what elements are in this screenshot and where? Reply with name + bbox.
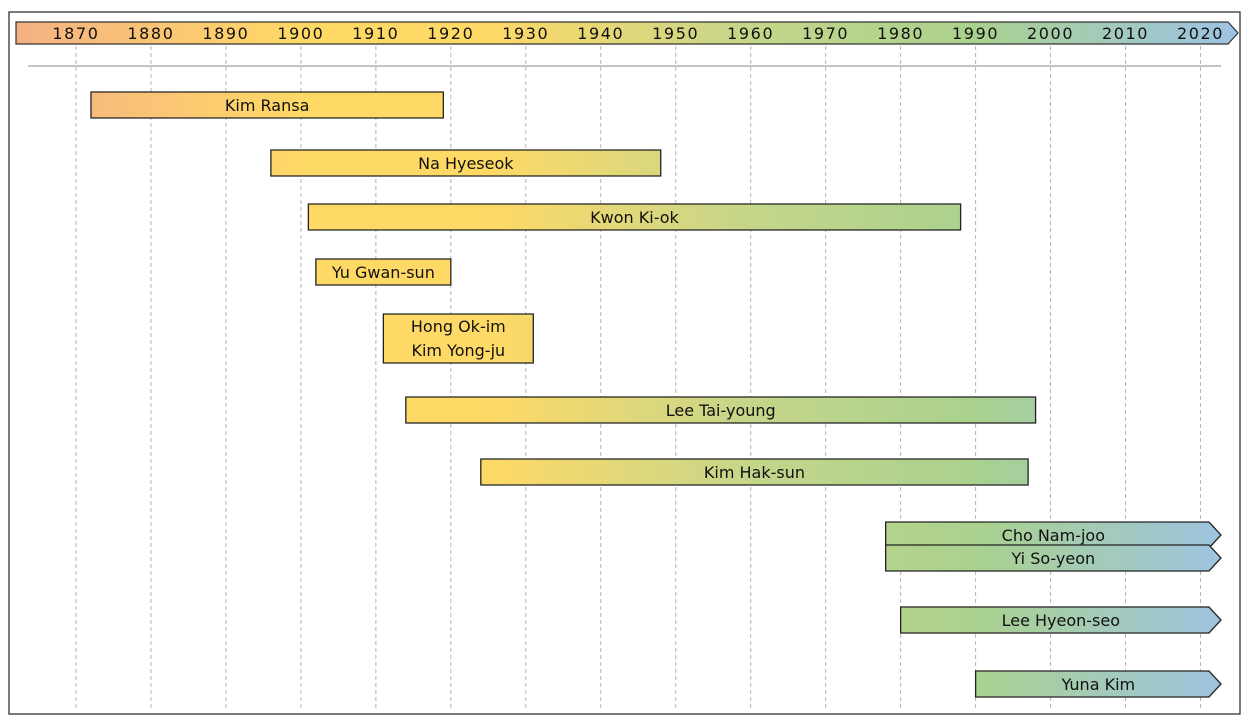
year-tick-label: 1970 [802,24,849,43]
bar-label: Kim Yong-ju [411,341,505,360]
year-tick-label: 2020 [1177,24,1224,43]
year-tick-label: 1990 [952,24,999,43]
bar-label: Yi So-yeon [1010,549,1095,568]
bar-label: Cho Nam-joo [1002,526,1105,545]
year-tick-label: 1960 [727,24,774,43]
year-tick-label: 1980 [877,24,924,43]
bar-label: Kim Ransa [225,96,309,115]
bar-label: Yu Gwan-sun [331,263,435,282]
year-tick-label: 1940 [577,24,624,43]
bar-label: Lee Hyeon-seo [1002,611,1120,630]
bar-label: Lee Tai-young [666,401,776,420]
lifespan-bar [974,670,1222,698]
bar-label: Kim Hak-sun [704,463,805,482]
bar-label: Hong Ok-im [411,317,506,336]
year-tick-label: 2010 [1102,24,1149,43]
lifespan-bar [315,258,452,286]
year-tick-label: 1870 [52,24,99,43]
year-tick-label: 1910 [352,24,399,43]
lifespan-bar [307,203,962,231]
lifespan-bar [382,313,534,364]
gridlines [75,46,1202,710]
year-tick-label: 1880 [127,24,174,43]
bar-label: Kwon Ki-ok [590,208,679,227]
chart-frame [8,11,1241,715]
lifespan-bar [884,544,1222,572]
year-axis-labels: 1870 1880 1890 1900 1910 1920 1930 1940 1950 1960… [52,24,1224,43]
year-axis-arrow [15,21,1239,45]
lifespan-bar [90,91,444,119]
lifespan-bars: Kim Ransa Na Hyeseok Kwon Ki-ok Yu Gwan-sun… [90,91,1222,698]
year-tick-label: 1920 [427,24,474,43]
bar-label: Na Hyeseok [418,154,514,173]
bar-label: Yuna Kim [1060,675,1135,694]
lifespan-bar [884,521,1222,549]
year-tick-label: 1930 [502,24,549,43]
year-tick-label: 1890 [202,24,249,43]
year-tick-label: 1950 [652,24,699,43]
lifespan-bar [405,396,1037,424]
lifespan-bar [270,149,662,177]
year-tick-label: 1900 [277,24,324,43]
lifespan-bar [899,606,1222,634]
year-tick-label: 2000 [1027,24,1074,43]
lifespan-bar [480,458,1029,486]
